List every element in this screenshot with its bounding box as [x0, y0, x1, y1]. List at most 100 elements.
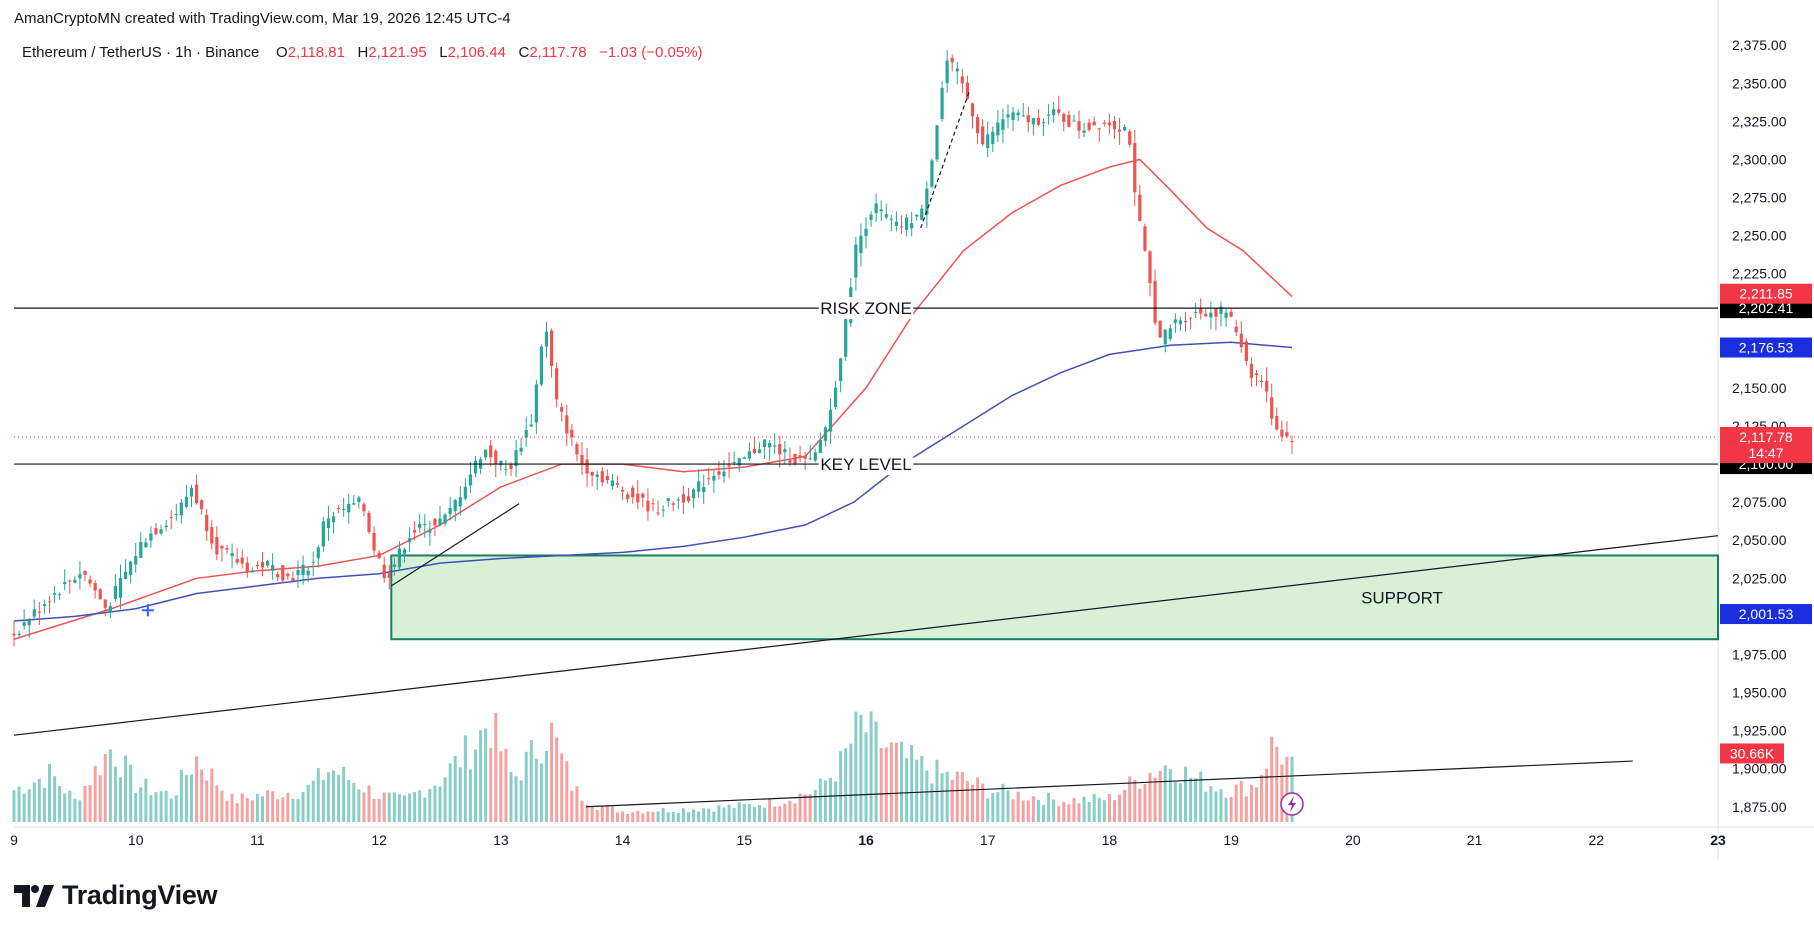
volume-bar — [590, 806, 594, 822]
volume-bar — [763, 807, 767, 822]
volume-bar — [443, 777, 447, 822]
candle-body — [276, 574, 280, 578]
volume-bar — [98, 775, 102, 822]
candle-body — [1128, 131, 1132, 145]
candle-body — [296, 570, 300, 575]
volume-bar — [971, 784, 974, 822]
change-value: −1.03 (−0.05%) — [599, 44, 703, 61]
long-trendline — [13, 535, 1719, 736]
candle-body — [1123, 126, 1127, 131]
volume-bar — [687, 812, 690, 822]
volume-bar — [448, 763, 452, 822]
volume-bar — [484, 728, 488, 822]
candle-body — [1057, 109, 1061, 113]
volume-bar — [504, 748, 508, 822]
candle-body — [580, 455, 584, 466]
volume-bar — [159, 791, 163, 822]
volume-bar — [154, 792, 158, 822]
chart-grid — [14, 0, 1814, 860]
volume-bar — [53, 776, 57, 822]
candle-body — [1234, 326, 1238, 333]
high-value: 2,121.95 — [368, 44, 427, 61]
candle-body — [879, 209, 883, 212]
y-tick-label: 2,325.00 — [1732, 113, 1787, 129]
volume-bar — [83, 785, 87, 822]
drawings[interactable]: RISK ZONE KEY LEVEL — [13, 90, 1719, 816]
x-tick-label: 12 — [371, 832, 387, 848]
volume-bar — [474, 749, 477, 822]
volume-bar — [666, 812, 670, 822]
candle-body — [590, 471, 594, 476]
volume-bar — [1067, 804, 1071, 822]
candle-body — [539, 346, 544, 385]
candle-body — [1275, 415, 1279, 430]
candle-body — [1148, 251, 1152, 284]
candle-body — [1249, 363, 1254, 379]
symbol-name[interactable]: Ethereum / TetherUS · 1h · Binance — [22, 44, 260, 61]
y-tick-label: 1,900.00 — [1732, 761, 1787, 777]
candle-body — [991, 131, 995, 144]
candle-body — [291, 577, 295, 581]
volume-bar — [610, 806, 614, 822]
volume-bar — [463, 735, 467, 822]
volume-bar — [539, 763, 543, 822]
candle-body — [1239, 333, 1243, 348]
volume-bar — [32, 782, 36, 822]
candle-body — [783, 449, 787, 453]
candle-body — [910, 223, 914, 229]
candle-body — [722, 471, 726, 477]
candle-body — [367, 512, 371, 532]
candle-body — [930, 160, 934, 187]
candle-body — [965, 82, 970, 99]
candle-body — [1244, 341, 1248, 362]
candle-body — [1026, 115, 1030, 123]
volume-bar — [575, 786, 579, 822]
candle-body — [144, 542, 148, 548]
volume-bar — [179, 769, 183, 822]
alert-lightning-icon[interactable] — [1280, 792, 1304, 816]
volume-bar — [1148, 772, 1152, 822]
key-level-label-bg — [818, 453, 914, 476]
candles[interactable] — [12, 50, 1294, 647]
candle-body — [210, 527, 214, 544]
candle-body — [575, 444, 579, 455]
x-tick-label: 14 — [615, 832, 631, 848]
candle-body — [864, 228, 868, 237]
tradingview-brand[interactable]: TradingView — [14, 880, 218, 911]
volume-bar — [752, 806, 756, 822]
candle-body — [194, 484, 199, 504]
support-zone-box — [390, 554, 1719, 641]
volume-bar — [671, 811, 675, 822]
candle-body — [189, 487, 194, 497]
open-value: 2,118.81 — [287, 44, 345, 61]
volume-bar — [1001, 783, 1005, 822]
volume-bar — [1239, 780, 1243, 822]
candle-body — [1001, 119, 1005, 131]
candle-body — [184, 496, 189, 507]
candle-body — [666, 498, 670, 502]
candle-body — [884, 214, 888, 218]
volume-bar — [509, 771, 513, 822]
candle-body — [352, 503, 356, 505]
candle-body — [808, 458, 812, 460]
candle-body — [428, 529, 432, 533]
key-level-label: KEY LEVEL — [820, 455, 911, 474]
volume-bar — [200, 769, 204, 822]
candle-body — [1209, 312, 1213, 318]
volume-bar — [839, 751, 843, 822]
volume-bar — [722, 807, 726, 822]
candle-body — [899, 226, 904, 228]
candle-body — [311, 562, 315, 564]
candle-body — [489, 445, 493, 458]
candle-body — [484, 449, 488, 458]
volume-bar — [174, 795, 178, 822]
price-chart[interactable]: SUPPORT RISK ZONE KEY LEVEL 1,875.00 1,900… — [0, 0, 1814, 870]
candle-body — [524, 430, 528, 438]
candle-body — [123, 571, 128, 580]
candle-body — [1031, 118, 1035, 125]
support-zone[interactable]: SUPPORT — [390, 554, 1719, 641]
x-tick-label: 21 — [1467, 832, 1483, 848]
volume-bar — [783, 803, 787, 822]
volume-bar — [981, 783, 985, 822]
candle-body — [103, 599, 107, 608]
